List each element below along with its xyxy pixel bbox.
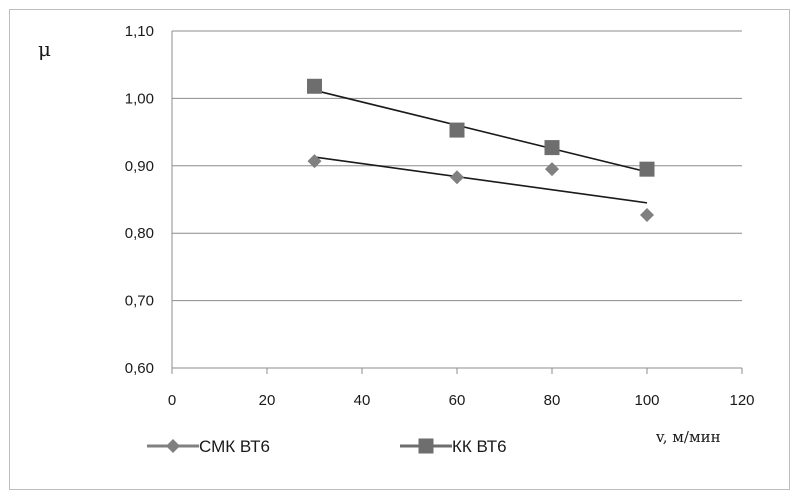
legend-marker-square <box>418 438 434 454</box>
data-point-diamond <box>545 162 559 177</box>
axes <box>171 31 743 374</box>
data-point-square <box>449 122 465 138</box>
x-tick-label: 120 <box>729 392 754 409</box>
trendline-1 <box>314 156 648 204</box>
data-points <box>307 78 655 223</box>
y-tick-label: 1,00 <box>125 90 154 107</box>
x-tick-label: 100 <box>634 392 659 409</box>
y-tick-label: 1,10 <box>125 23 154 40</box>
y-tick-label: 0,90 <box>125 158 154 175</box>
legend-label-1: СМК ВТ6 <box>199 437 270 456</box>
trendline-2 <box>314 89 648 173</box>
x-tick-label: 0 <box>168 392 176 409</box>
x-axis-label: v, м/мин <box>655 428 721 446</box>
data-point-square <box>639 161 655 177</box>
data-point-square <box>307 78 322 94</box>
x-tick-label: 40 <box>354 392 371 409</box>
data-point-square <box>544 140 560 156</box>
y-tick-label: 0,60 <box>125 360 154 377</box>
y-tick-label: 0,80 <box>125 225 154 242</box>
x-tick-label: 80 <box>544 392 561 409</box>
data-point-diamond <box>640 208 654 223</box>
legend-label-2: КК ВТ6 <box>452 437 507 456</box>
legend: СМК ВТ6 КК ВТ6 <box>147 437 507 456</box>
y-axis-label: μ <box>38 37 51 61</box>
y-tick-label: 0,70 <box>125 293 154 310</box>
data-point-diamond <box>450 170 464 185</box>
gridlines <box>172 30 742 302</box>
trendlines <box>314 89 648 204</box>
x-tick-label: 60 <box>449 392 466 409</box>
y-tick-labels: 0,60 0,70 0,80 0,90 1,00 1,10 <box>125 23 154 377</box>
chart-frame <box>9 9 790 490</box>
x-tick-labels: 0 20 40 60 80 100 120 <box>168 392 755 409</box>
data-point-diamond <box>307 154 322 169</box>
legend-marker-diamond <box>166 439 180 453</box>
x-tick-label: 20 <box>259 392 276 409</box>
